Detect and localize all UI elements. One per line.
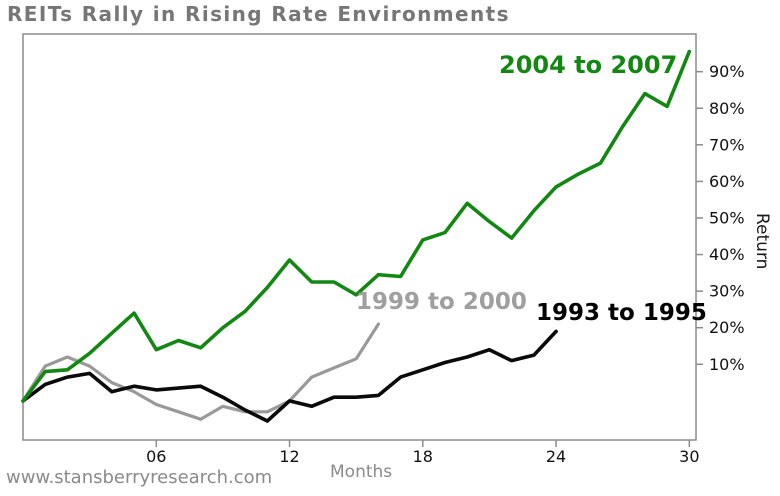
x-tick-label: 24 — [546, 447, 566, 466]
y-tick-label: 40% — [709, 245, 745, 264]
x-tick-label: 06 — [146, 447, 166, 466]
y-tick-label: 30% — [709, 282, 745, 301]
x-axis-title: Months — [330, 462, 393, 482]
y-axis-title: Return — [752, 213, 772, 270]
y-tick-label: 80% — [709, 99, 745, 118]
plot-border — [22, 33, 697, 441]
series-line-2004-to-2007 — [21, 49, 692, 403]
website-url: www.stansberryresearch.com — [6, 467, 273, 488]
series-line-1993-to-1995 — [21, 329, 558, 423]
x-tick-label: 12 — [279, 447, 299, 466]
x-tick-label: 30 — [679, 447, 699, 466]
y-tick-label: 90% — [709, 62, 745, 81]
x-tick-label: 18 — [413, 447, 433, 466]
y-tick-label: 70% — [709, 135, 745, 154]
y-tick-label: 20% — [709, 318, 745, 337]
series-label-2004-2007: 2004 to 2007 — [499, 51, 678, 79]
y-tick-label: 50% — [709, 208, 745, 227]
y-tick-label: 10% — [709, 355, 745, 374]
y-tick-label: 60% — [709, 172, 745, 191]
series-label-1999-2000: 1999 to 2000 — [356, 289, 527, 315]
series-label-1993-1995: 1993 to 1995 — [536, 300, 707, 326]
series-line-1999-to-2000 — [21, 322, 380, 421]
chart-title: REITs Rally in Rising Rate Environments — [7, 2, 510, 26]
